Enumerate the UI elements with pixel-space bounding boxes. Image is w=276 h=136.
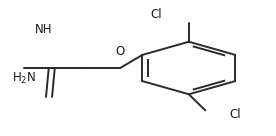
Text: Cl: Cl: [150, 8, 162, 21]
Text: Cl: Cl: [230, 108, 241, 121]
Text: O: O: [116, 45, 125, 58]
Text: NH: NH: [34, 23, 52, 36]
Text: H$_2$N: H$_2$N: [12, 71, 36, 86]
